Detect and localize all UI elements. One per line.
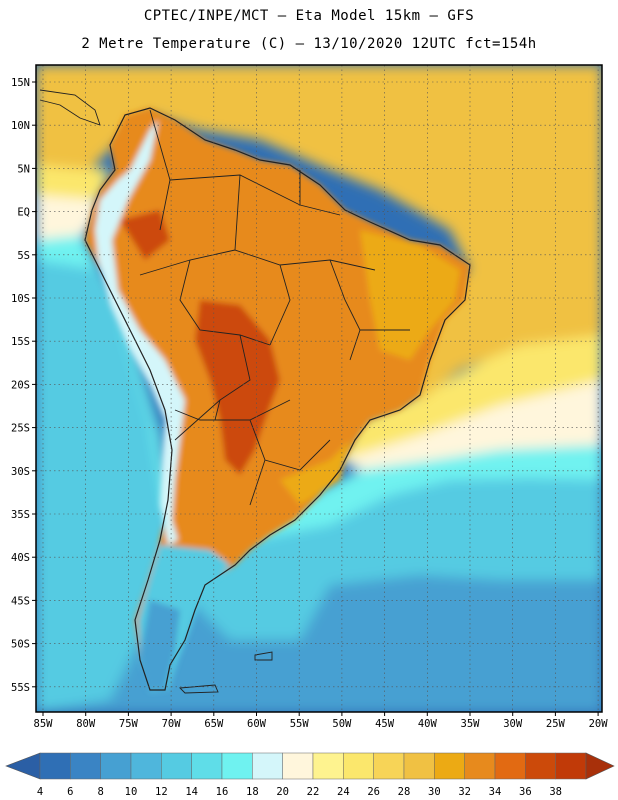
colorbar-label: 20 — [276, 786, 289, 798]
colorbar: 4 6 8 10 12 14 16 18 20 22 24 26 28 30 32 34 36 38 — [5, 752, 615, 798]
longitude-axis: 85W 80W 75W 70W 65W 60W 55W 50W 45W 40W 35W 30W 25W 2… — [34, 712, 609, 730]
lon-tick-label: 20W — [589, 718, 609, 730]
tierra-del-fuego — [178, 684, 219, 694]
colorbar-label: 28 — [398, 786, 411, 798]
colorbar-label: 26 — [367, 786, 380, 798]
colorbar-label: 8 — [98, 786, 104, 798]
lon-tick-label: 50W — [332, 718, 352, 730]
colorbar-label: 24 — [337, 786, 350, 798]
lat-tick-label: 55S — [11, 682, 30, 694]
map-frame — [35, 64, 603, 713]
colorbar-swatch — [252, 752, 283, 780]
colorbar-swatch — [403, 752, 435, 780]
lat-tick-label: 10S — [11, 293, 30, 305]
colorbar-label: 12 — [155, 786, 168, 798]
lon-tick-label: 30W — [503, 718, 523, 730]
lon-tick-label: 55W — [290, 718, 310, 730]
map-field — [36, 65, 602, 712]
colorbar-swatch — [434, 752, 465, 780]
colorbar-swatch — [130, 752, 162, 780]
lon-tick-label: 40W — [418, 718, 438, 730]
colorbar-swatch — [343, 752, 374, 780]
colorbar-swatch — [525, 752, 556, 780]
colorbar-swatch — [494, 752, 526, 780]
colorbar-high-arrow — [585, 752, 615, 780]
lat-tick-label: EQ — [17, 207, 30, 219]
latitude-axis: 15N 10N 5N EQ 5S 10S 15S 20S 25S 30S 35S 40S 45S 50S 5… — [11, 77, 36, 694]
colorbar-label: 10 — [125, 786, 138, 798]
colorbar-label: 18 — [246, 786, 259, 798]
colorbar-swatch — [555, 752, 587, 780]
lat-tick-label: 10N — [11, 120, 30, 132]
colorbar-swatch — [39, 752, 71, 780]
lat-tick-label: 5S — [17, 250, 30, 262]
lon-tick-label: 80W — [76, 718, 96, 730]
coastline — [84, 107, 471, 691]
colorbar-label: 6 — [67, 786, 73, 798]
colorbar-label: 34 — [489, 786, 502, 798]
lon-tick-label: 60W — [247, 718, 267, 730]
colorbar-low-arrow — [5, 752, 41, 780]
colorbar-swatch — [373, 752, 405, 780]
lat-tick-label: 40S — [11, 552, 30, 564]
colorbar-swatch — [464, 752, 496, 780]
colorbar-swatch — [221, 752, 253, 780]
colorbar-label: 30 — [428, 786, 441, 798]
lat-tick-label: 25S — [11, 423, 30, 435]
lat-tick-label: 30S — [11, 466, 30, 478]
falkland-islands — [254, 651, 273, 661]
colorbar-label: 22 — [307, 786, 320, 798]
colorbar-swatch — [191, 752, 223, 780]
colorbar-label: 36 — [519, 786, 532, 798]
lon-tick-label: 35W — [461, 718, 481, 730]
ocean-tropical-band — [36, 65, 602, 400]
map-subtitle: 2 Metre Temperature (C) – 13/10/2020 12U… — [81, 36, 537, 52]
colorbar-label: 14 — [185, 786, 198, 798]
lat-tick-label: 20S — [11, 379, 30, 391]
lon-tick-label: 70W — [162, 718, 182, 730]
colorbar-swatch — [70, 752, 101, 780]
lat-tick-label: 45S — [11, 595, 30, 607]
lat-tick-label: 50S — [11, 639, 30, 651]
lon-tick-label: 65W — [204, 718, 224, 730]
andes-cold-band — [95, 120, 185, 545]
colorbar-swatch — [282, 752, 314, 780]
lat-tick-label: 15N — [11, 77, 30, 89]
colorbar-swatch — [161, 752, 192, 780]
lat-tick-label: 5N — [17, 163, 30, 175]
colorbar-label: 4 — [37, 786, 43, 798]
lat-tick-label: 15S — [11, 336, 30, 348]
land-warm-zone — [280, 230, 460, 505]
colorbar-label: 16 — [216, 786, 229, 798]
colorbar-swatch — [100, 752, 132, 780]
lon-tick-label: 75W — [119, 718, 139, 730]
country-borders — [139, 109, 410, 506]
colorbar-label: 38 — [549, 786, 562, 798]
colorbar-swatch — [312, 752, 344, 780]
map-title: CPTEC/INPE/MCT – Eta Model 15km – GFS — [143, 8, 475, 24]
land-very-hot-zone — [120, 210, 280, 475]
colorbar-label: 32 — [458, 786, 471, 798]
ocean-cyan-band — [36, 232, 602, 540]
lon-tick-label: 25W — [546, 718, 566, 730]
ocean-yellow-band — [36, 160, 602, 460]
lon-tick-label: 45W — [375, 718, 395, 730]
lon-tick-label: 85W — [34, 718, 54, 730]
lat-tick-label: 35S — [11, 509, 30, 521]
